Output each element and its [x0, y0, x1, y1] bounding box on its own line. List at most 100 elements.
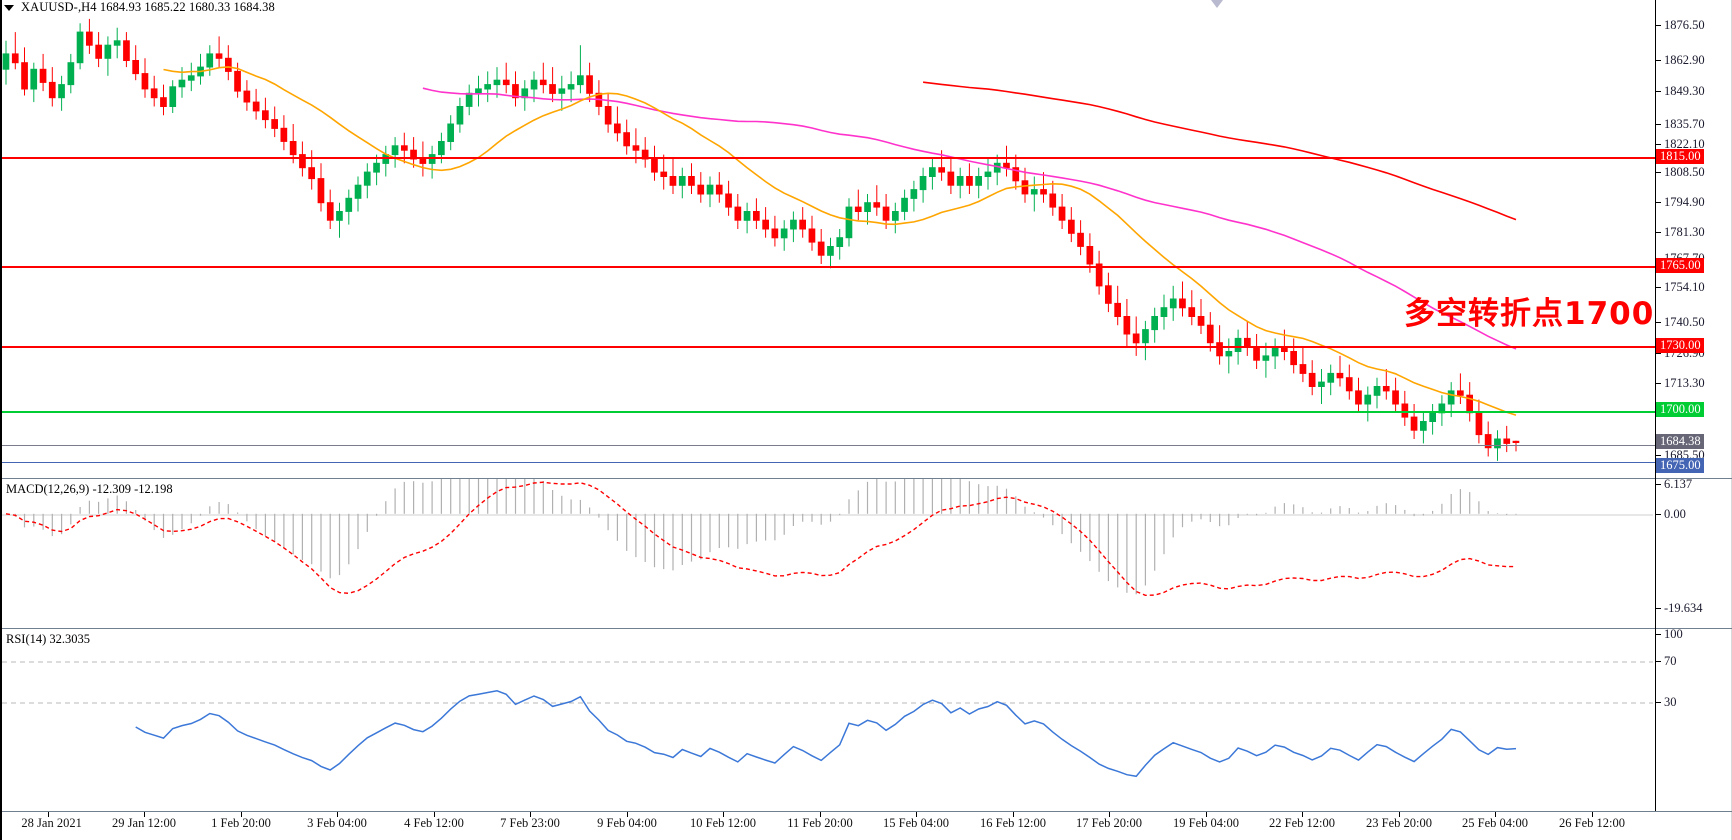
price-level-badge[interactable]: 1700.00: [1656, 402, 1704, 417]
price-scale-separator: [1655, 0, 1656, 811]
price-tick-label: 1740.50: [1664, 315, 1705, 329]
price-tick: 1849.30: [1656, 85, 1705, 97]
indicator-tick: 70: [1656, 655, 1677, 667]
tick-dash-icon: [1656, 231, 1661, 233]
time-axis-tick: [1399, 812, 1400, 817]
price-tick: 1754.10: [1656, 281, 1705, 293]
tick-dash-icon: [1656, 701, 1661, 703]
price-tick-label: 1754.10: [1664, 280, 1705, 294]
price-tick-label: 1822.10: [1664, 137, 1705, 151]
time-axis-label: 19 Feb 04:00: [1173, 816, 1239, 830]
tick-dash-icon: [1656, 483, 1661, 485]
triangle-down-icon[interactable]: [4, 4, 14, 11]
indicator-tick: 6.137: [1656, 478, 1692, 490]
time-axis-label: 17 Feb 20:00: [1076, 816, 1142, 830]
indicator-tick: -19.634: [1656, 602, 1703, 614]
price-annotation: 多空转折点1700: [1404, 296, 1655, 332]
rsi-indicator-label: RSI(14) 32.3035: [6, 632, 91, 646]
price-tick-label: 1849.30: [1664, 84, 1705, 98]
price-tick: 1835.70: [1656, 118, 1705, 130]
indicator-tick-label: 30: [1664, 695, 1677, 709]
tick-dash-icon: [1656, 59, 1661, 61]
price-tick: 1740.50: [1656, 316, 1705, 328]
time-axis-label: 23 Feb 20:00: [1366, 816, 1432, 830]
price-tick: 1781.30: [1656, 226, 1705, 238]
tick-dash-icon: [1656, 24, 1661, 26]
indicator-tick-label: 0.00: [1664, 507, 1686, 521]
chart-top-marker-icon: [1211, 0, 1223, 8]
time-axis-tick: [144, 812, 145, 817]
price-tick-label: 1876.50: [1664, 18, 1705, 32]
price-level-badge[interactable]: 1684.38: [1656, 434, 1704, 449]
time-axis-label: 28 Jan 2021: [21, 816, 82, 830]
time-axis-tick: [1109, 812, 1110, 817]
time-axis-tick: [1495, 812, 1496, 817]
divider-macd-rsi: [2, 628, 1732, 629]
tick-dash-icon: [1656, 90, 1661, 92]
indicator-tick: 30: [1656, 696, 1677, 708]
time-axis-tick: [820, 812, 821, 817]
indicator-tick-label: 70: [1664, 654, 1677, 668]
price-tick-label: 1862.90: [1664, 53, 1705, 67]
time-axis-tick: [723, 812, 724, 817]
time-axis-label: 4 Feb 12:00: [404, 816, 464, 830]
indicator-tick-label: -19.634: [1664, 601, 1703, 615]
time-axis-label: 7 Feb 23:00: [500, 816, 560, 830]
tick-dash-icon: [1656, 321, 1661, 323]
level-line-1765: [2, 266, 1655, 268]
price-tick: 1876.50: [1656, 19, 1705, 31]
tick-dash-icon: [1656, 633, 1661, 635]
indicator-tick-label: 100: [1664, 627, 1683, 641]
price-tick: 1713.30: [1656, 377, 1705, 389]
time-axis-label: 22 Feb 12:00: [1269, 816, 1335, 830]
time-axis-label: 11 Feb 20:00: [787, 816, 853, 830]
symbol-ohlc-text: XAUUSD-,H4 1684.93 1685.22 1680.33 1684.…: [21, 0, 275, 14]
time-axis-tick: [530, 812, 531, 817]
time-axis-label: 10 Feb 12:00: [690, 816, 756, 830]
divider-rsi-time: [2, 811, 1732, 812]
tick-dash-icon: [1656, 201, 1661, 203]
time-axis-tick: [337, 812, 338, 817]
level-line-1700: [2, 411, 1655, 413]
tick-dash-icon: [1656, 382, 1661, 384]
price-tick: 1862.90: [1656, 54, 1705, 66]
time-axis-tick: [434, 812, 435, 817]
symbol-legend: XAUUSD-,H4 1684.93 1685.22 1680.33 1684.…: [4, 1, 275, 14]
level-line-current-price: [2, 445, 1655, 446]
time-axis-label: 16 Feb 12:00: [980, 816, 1046, 830]
price-level-badge[interactable]: 1815.00: [1656, 149, 1704, 164]
indicator-tick: 100: [1656, 628, 1683, 640]
time-axis-tick: [627, 812, 628, 817]
tick-dash-icon: [1656, 171, 1661, 173]
price-level-badge[interactable]: 1675.00: [1656, 458, 1704, 473]
tick-dash-icon: [1656, 143, 1661, 145]
tick-dash-icon: [1656, 660, 1661, 662]
time-axis-tick: [241, 812, 242, 817]
tick-dash-icon: [1656, 352, 1661, 354]
time-axis-tick: [916, 812, 917, 817]
price-tick: 1822.10: [1656, 138, 1705, 150]
time-axis-label: 26 Feb 12:00: [1559, 816, 1625, 830]
price-level-badge[interactable]: 1765.00: [1656, 258, 1704, 273]
price-level-badge[interactable]: 1730.00: [1656, 338, 1704, 353]
macd-indicator-label: MACD(12,26,9) -12.309 -12.198: [6, 482, 173, 496]
price-scale-column[interactable]: 1876.50 1862.90 1849.30 1835.70 1822.10 1808.…: [1656, 0, 1732, 811]
price-tick-label: 1794.90: [1664, 195, 1705, 209]
time-axis-label: 9 Feb 04:00: [597, 816, 657, 830]
time-axis-label: 1 Feb 20:00: [211, 816, 271, 830]
price-tick: 1808.50: [1656, 166, 1705, 178]
time-axis-tick: [1302, 812, 1303, 817]
time-axis-label: 15 Feb 04:00: [883, 816, 949, 830]
time-axis-tick: [1206, 812, 1207, 817]
tick-dash-icon: [1656, 454, 1661, 456]
price-tick: 1794.90: [1656, 196, 1705, 208]
tick-dash-icon: [1656, 607, 1661, 609]
time-axis-label: 3 Feb 04:00: [307, 816, 367, 830]
indicator-tick-label: 6.137: [1664, 477, 1693, 491]
time-axis-label: 29 Jan 12:00: [112, 816, 176, 830]
price-tick-label: 1835.70: [1664, 117, 1705, 131]
time-axis-tick: [48, 812, 49, 817]
level-line-1730: [2, 346, 1655, 348]
level-line-1815: [2, 157, 1655, 159]
